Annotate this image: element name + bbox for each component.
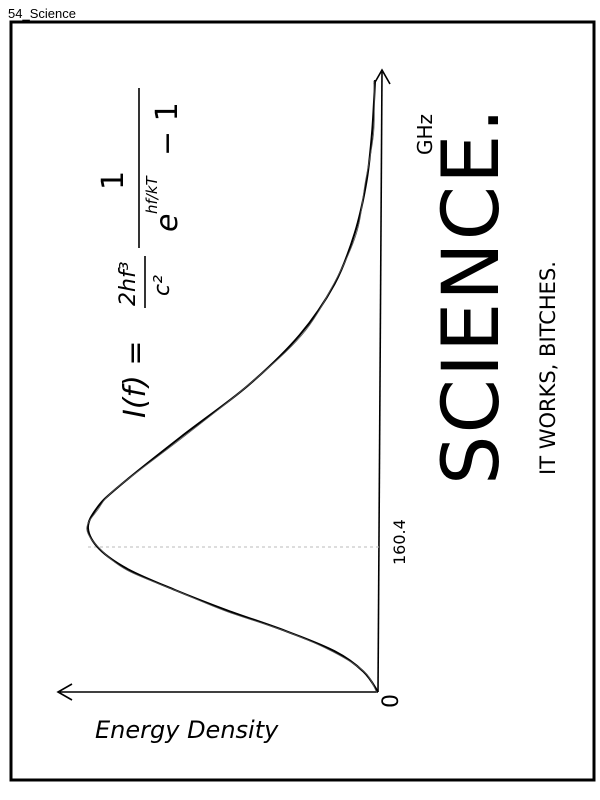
panel-border <box>9 20 596 782</box>
formula-exp-power: hf/kT <box>143 174 161 214</box>
headline: SCIENCE. <box>427 106 517 485</box>
frequency-axis-label: GHz <box>413 114 437 155</box>
formula-exp-base: e <box>150 214 185 232</box>
planck-formula: I(f) = 2hf³ c² 1 e hf/kT − 1 <box>96 88 185 418</box>
comic-caption: 54_Science <box>8 6 76 21</box>
formula-lhs: I(f) = <box>118 341 153 419</box>
formula-fraction-numerator: 1 <box>96 171 131 190</box>
energy-axis-arrow-icon <box>56 683 73 701</box>
formula-factor-numerator: 2hf³ <box>116 261 141 306</box>
formula-minus-one: − 1 <box>150 102 185 156</box>
tagline: IT WORKS, BITCHES. <box>536 261 560 475</box>
frequency-axis-arrow-icon <box>373 68 391 85</box>
origin-label: 0 <box>379 694 404 708</box>
energy-axis-label: Energy Density <box>95 716 279 744</box>
frequency-axis <box>377 71 383 693</box>
planck-curve-sketch-stroke <box>86 80 378 694</box>
formula-factor-denominator: c² <box>150 275 175 296</box>
peak-label: 160.4 <box>390 519 409 565</box>
